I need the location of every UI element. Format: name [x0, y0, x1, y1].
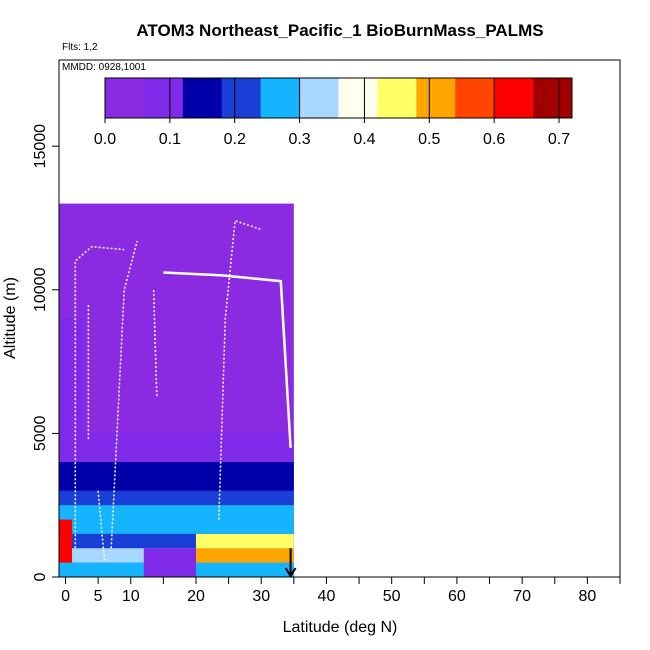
x-tick-label: 50 — [383, 588, 401, 605]
colorbar-segment — [338, 78, 378, 118]
colorbar-segment — [221, 78, 262, 118]
heatmap-cell — [59, 519, 73, 563]
heatmap-cell — [195, 533, 294, 549]
colorbar-segment — [260, 78, 301, 118]
x-tick-label: 80 — [578, 588, 596, 605]
heatmap-cell — [59, 462, 294, 491]
flights-note: Flts: 1,2 — [62, 42, 98, 53]
y-tick-label: 0 — [32, 572, 49, 581]
heatmap-cell — [59, 490, 294, 506]
x-tick-label: 30 — [252, 588, 270, 605]
colorbar-tick-label: 0.3 — [288, 131, 310, 148]
colorbar-tick-label: 0.5 — [418, 131, 440, 148]
x-tick-label: 5 — [94, 588, 103, 605]
chart-title: ATOM3 Northeast_Pacific_1 BioBurnMass_PA… — [136, 21, 543, 40]
flight-track — [74, 245, 125, 549]
x-tick-label: 70 — [513, 588, 531, 605]
colorbar-tick-label: 0.2 — [224, 131, 246, 148]
colorbar-tick-label: 0.4 — [353, 131, 375, 148]
y-tick-label: 10000 — [32, 267, 49, 312]
flight-track — [218, 219, 262, 520]
heatmap-cells — [59, 203, 294, 577]
y-tick-label: 5000 — [32, 415, 49, 451]
colorbar-segment — [143, 78, 184, 118]
plot-frame — [58, 59, 621, 578]
x-tick-label: 0 — [61, 588, 70, 605]
heatmap-cell — [59, 519, 294, 534]
flight-track — [97, 490, 106, 563]
flight-track — [110, 240, 139, 549]
colorbar-segment — [494, 78, 534, 118]
colorbar-segment — [455, 78, 495, 118]
y-tick-label: 15000 — [32, 124, 49, 169]
colorbar-tick-label: 0.6 — [483, 131, 505, 148]
x-tick-label: 20 — [187, 588, 205, 605]
flight-track — [163, 271, 292, 448]
colorbar-segment — [182, 78, 223, 118]
y-axis: 0 5000 10000 15000 — [32, 124, 59, 581]
x-tick-label: 10 — [122, 588, 140, 605]
heatmap-cell — [143, 548, 196, 577]
colorbar-segment — [533, 78, 573, 118]
heatmap-cell — [59, 318, 86, 434]
colorbar: 0.0 0.1 0.2 0.3 0.4 0.5 0.6 0.7 — [94, 77, 573, 148]
flight-tracks — [74, 219, 292, 563]
heatmap-cell — [59, 505, 294, 520]
x-tick-label: 40 — [318, 588, 336, 605]
x-axis: 0 5 10 20 30 40 50 60 70 80 — [61, 577, 621, 605]
heatmap-cell — [195, 548, 294, 563]
colorbar-tick-label: 0.7 — [548, 131, 570, 148]
flight-track — [152, 289, 158, 397]
colorbar-segment — [105, 78, 145, 118]
y-axis-label: Altitude (m) — [2, 277, 19, 359]
latitude-marker-arrow — [284, 548, 297, 578]
date-note: MMDD: 0928,1001 — [62, 62, 146, 73]
colorbar-segment — [299, 78, 339, 118]
colorbar-tick-label: 0.0 — [94, 131, 116, 148]
x-axis-label: Latitude (deg N) — [283, 619, 398, 636]
colorbar-tick-label: 0.1 — [159, 131, 181, 148]
arrow-head — [284, 567, 297, 578]
heatmap-cell — [59, 433, 294, 463]
x-tick-label: 60 — [448, 588, 466, 605]
colorbar-segment — [416, 78, 456, 118]
colorbar-segment — [377, 78, 417, 118]
